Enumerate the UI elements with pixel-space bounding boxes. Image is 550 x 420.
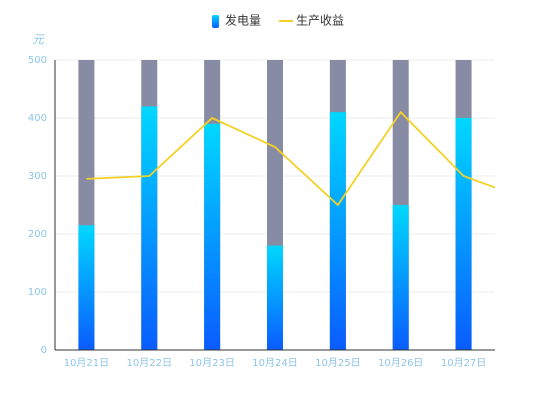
x-tick-label: 10月24日 (252, 357, 297, 369)
plot (78, 60, 495, 351)
y-tick-label: 500 (28, 55, 47, 66)
y-tick-label: 200 (28, 229, 47, 240)
y-tick-label: 100 (28, 287, 47, 298)
x-tick-label: 10月25日 (315, 357, 360, 369)
y-tick-label: 0 (41, 345, 47, 356)
bar (267, 245, 283, 350)
x-tick-label: 10月27日 (441, 357, 486, 369)
x-tick-label: 10月21日 (64, 357, 109, 369)
y-tick-label: 400 (28, 113, 47, 124)
line (86, 110, 495, 207)
x-tick-label: 10月23日 (189, 357, 234, 369)
x-tick-label: 10月22日 (127, 357, 172, 369)
bar (78, 225, 95, 350)
bar (204, 123, 221, 350)
bar (455, 118, 472, 350)
bar (392, 205, 409, 350)
y-tick-label: 300 (28, 171, 47, 182)
y-unit: 元 (32, 33, 45, 47)
legend-label: 发电量 (225, 13, 261, 28)
legend-label: 生产收益 (296, 14, 344, 28)
x-tick-label: 10月26日 (378, 357, 423, 369)
legend-swatch (212, 15, 219, 28)
bar (141, 106, 158, 351)
bar (329, 112, 346, 350)
